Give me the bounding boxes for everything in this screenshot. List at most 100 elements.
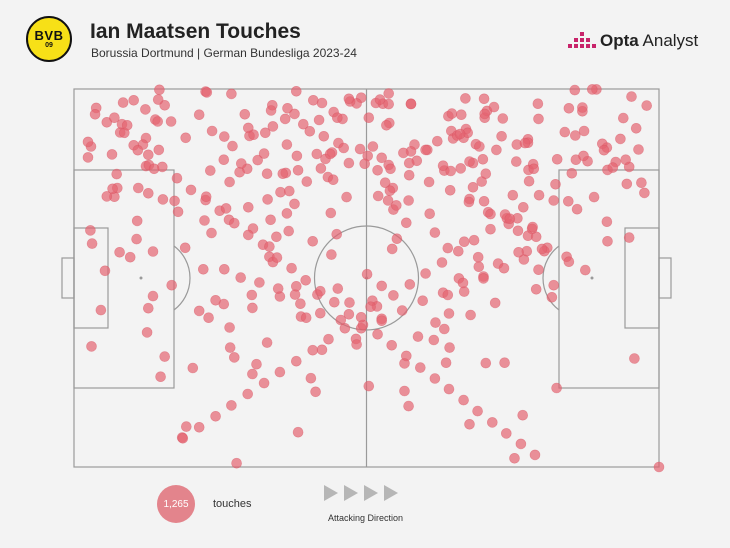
touch-point: [187, 362, 199, 374]
touch-point: [258, 377, 270, 389]
touch-point: [497, 113, 509, 124]
touch-point: [283, 225, 295, 237]
touch-point: [463, 196, 475, 208]
touch-point: [85, 225, 96, 236]
touch-point: [226, 400, 237, 411]
touch-point: [344, 297, 355, 308]
touch-point: [440, 357, 452, 369]
touch-point: [517, 202, 529, 213]
touch-point: [457, 277, 469, 289]
touch-point: [106, 149, 118, 160]
touch-point: [527, 221, 538, 233]
touch-point: [180, 132, 191, 144]
touch-point: [536, 243, 548, 255]
touch-point: [372, 328, 383, 340]
touch-point: [468, 234, 480, 246]
touch-point: [363, 112, 375, 123]
touch-point: [639, 187, 650, 199]
touch-point: [458, 236, 470, 247]
right-six-yard-box: [624, 227, 660, 329]
touch-point: [121, 120, 133, 131]
touch-point: [437, 160, 449, 171]
touch-point: [454, 128, 466, 140]
opta-analyst-wordmark: Opta Analyst: [600, 31, 698, 51]
touch-point: [210, 410, 221, 422]
touch-point: [510, 156, 522, 167]
touch-point: [551, 154, 563, 165]
touch-point: [517, 409, 529, 421]
touch-point: [171, 172, 183, 184]
touch-point: [615, 133, 626, 145]
touch-point: [383, 88, 395, 99]
touch-point: [617, 112, 629, 124]
touch-point: [219, 263, 230, 275]
touch-point: [633, 144, 644, 155]
touch-point: [496, 131, 507, 142]
touch-point: [143, 302, 154, 314]
touch-point: [363, 380, 375, 392]
touch-point: [147, 246, 159, 257]
touch-point: [95, 304, 107, 316]
touch-point: [203, 312, 214, 324]
touch-point: [361, 268, 373, 280]
touch-point: [219, 131, 230, 142]
touch-point: [229, 217, 240, 229]
touch-point: [314, 307, 326, 319]
touch-point: [143, 188, 154, 199]
touch-point: [140, 104, 151, 115]
touch-point: [220, 203, 232, 214]
touch-point: [420, 268, 431, 279]
touch-point: [271, 231, 282, 243]
touch-point: [315, 163, 327, 174]
touch-point: [229, 352, 240, 363]
touch-point: [442, 242, 454, 254]
touch-point: [343, 308, 355, 320]
touch-point: [248, 129, 259, 140]
touch-point: [226, 88, 237, 100]
touch-point: [224, 176, 235, 188]
touch-point: [261, 337, 273, 348]
touch-point: [305, 372, 317, 384]
brand-regular: Analyst: [638, 31, 699, 50]
right-penalty-arc: [542, 245, 560, 311]
touch-point: [563, 256, 575, 268]
touch-point: [304, 126, 316, 137]
touch-point: [133, 182, 144, 194]
touch-point: [414, 362, 426, 373]
touch-point: [499, 357, 510, 369]
attacking-direction-label: Attacking Direction: [328, 513, 404, 523]
touch-point: [198, 263, 209, 275]
touch-point: [259, 127, 271, 139]
touch-point: [485, 223, 496, 235]
touch-point: [227, 140, 238, 152]
touch-point: [504, 213, 516, 224]
touch-point: [218, 154, 230, 165]
touch-point: [479, 108, 491, 120]
touch-point: [325, 207, 337, 219]
touch-point: [550, 179, 561, 190]
touch-point: [312, 289, 323, 300]
touch-point: [374, 94, 386, 105]
touch-point: [429, 227, 441, 238]
touch-point: [376, 280, 388, 292]
touch-point: [327, 174, 339, 185]
touch-point: [498, 262, 510, 274]
touch-point: [467, 182, 479, 193]
touch-point: [488, 101, 500, 113]
touch-point: [621, 178, 633, 190]
touch-point: [351, 339, 362, 350]
touch-point: [155, 371, 166, 383]
touch-point: [588, 191, 600, 203]
touch-point: [480, 168, 492, 179]
touch-point: [403, 195, 414, 206]
touch-point: [339, 322, 351, 334]
touch-point: [428, 334, 440, 346]
touch-point: [343, 93, 355, 105]
touch-point: [473, 261, 485, 273]
touch-point: [391, 233, 403, 244]
touch-point: [458, 394, 469, 406]
direction-arrow-icon: [324, 485, 338, 501]
club-badge-year: 09: [45, 41, 53, 49]
touch-point: [154, 84, 165, 96]
touch-point: [579, 264, 591, 276]
